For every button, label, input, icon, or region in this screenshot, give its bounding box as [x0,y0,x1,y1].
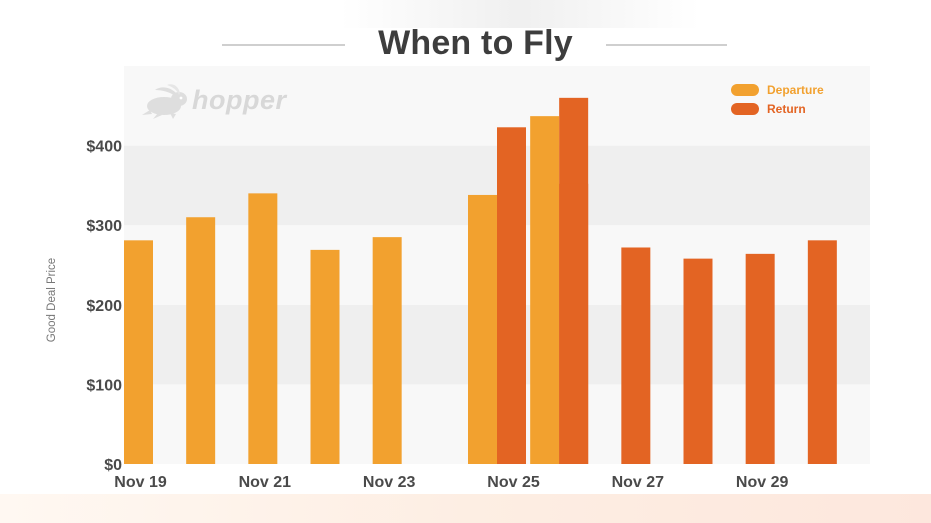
x-tick-label: Nov 21 [239,474,292,491]
title-rule-left [222,44,345,46]
bar-departure [124,240,153,464]
legend-item-return: Return [731,99,861,118]
bar-return [559,183,589,465]
chart-legend: Departure Return [731,80,861,118]
chart-title: When to Fly [378,24,573,62]
bar-departure [248,193,278,465]
x-tick-label: Nov 23 [363,474,416,491]
legend-label-return: Return [767,101,806,116]
bottom-background-glow [0,494,931,523]
x-tick-label: Nov 25 [487,474,540,491]
y-tick-label: $400 [86,139,122,156]
y-tick-label: $200 [86,298,122,315]
bar-return [807,240,837,464]
bar-departure [372,237,402,464]
bar-return [683,258,713,464]
y-tick-label: $100 [86,377,122,394]
bars [124,97,837,465]
bar-departure [530,116,560,464]
title-block: When to Fly [0,22,931,68]
y-axis-label: Good Deal Price [46,257,58,343]
bar-departure [186,217,216,464]
legend-swatch-return [731,102,759,115]
y-tick-label: $300 [86,218,122,235]
legend-item-departure: Departure [731,80,861,99]
hopper-logo: hopper [140,84,290,120]
bar-return [621,247,651,464]
x-tick-label: Nov 27 [612,474,665,491]
legend-label-departure: Departure [767,82,824,97]
bar-departure [468,194,497,464]
rabbit-icon [142,84,187,119]
bar-return [497,127,526,465]
top-background-glow [340,0,700,28]
y-tick-label: $0 [104,457,122,474]
bar-departure [310,249,340,464]
x-tick-label: Nov 19 [114,474,167,491]
y-axis: $0 $100 $200 $300 $400 [86,139,122,474]
x-tick-label: Nov 29 [736,474,789,491]
title-rule-right [606,44,727,46]
logo-wordmark: hopper [192,85,287,115]
bar-return [745,253,775,464]
x-axis: Nov 19 Nov 21 Nov 23 Nov 25 Nov 27 Nov 29 [114,474,788,491]
legend-swatch-departure [731,83,759,96]
